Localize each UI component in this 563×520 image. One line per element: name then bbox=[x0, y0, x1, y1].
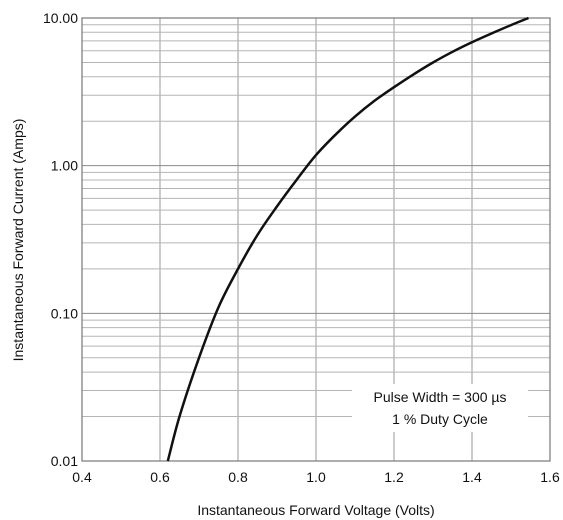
y-tick-label: 0.01 bbox=[51, 453, 78, 469]
x-tick-label: 1.6 bbox=[540, 469, 560, 485]
annotation-line-1: Pulse Width = 300 µs bbox=[374, 389, 507, 405]
grid-layer bbox=[81, 18, 551, 462]
x-tick-label: 0.6 bbox=[150, 469, 170, 485]
y-tick-label: 10.00 bbox=[43, 10, 78, 26]
annotation-line-2: 1 % Duty Cycle bbox=[392, 411, 488, 427]
x-tick-label: 0.4 bbox=[72, 469, 92, 485]
x-axis-title: Instantaneous Forward Voltage (Volts) bbox=[197, 502, 434, 518]
x-tick-label: 1.4 bbox=[462, 469, 482, 485]
tick-layer: 0.4 0.6 0.8 1.0 1.2 1.4 1.6 0.01 0.10 1.00 10.00 bbox=[43, 10, 560, 485]
y-tick-label: 0.10 bbox=[51, 305, 78, 321]
forward-current-curve bbox=[166, 16, 529, 462]
y-axis-title: Instantaneous Forward Current (Amps) bbox=[10, 119, 26, 362]
plot-frame bbox=[81, 17, 551, 462]
x-tick-label: 1.0 bbox=[306, 469, 326, 485]
annotation-box: Pulse Width = 300 µs 1 % Duty Cycle bbox=[352, 384, 528, 432]
x-tick-label: 0.8 bbox=[228, 469, 248, 485]
x-tick-label: 1.2 bbox=[384, 469, 404, 485]
y-tick-label: 1.00 bbox=[51, 158, 78, 174]
